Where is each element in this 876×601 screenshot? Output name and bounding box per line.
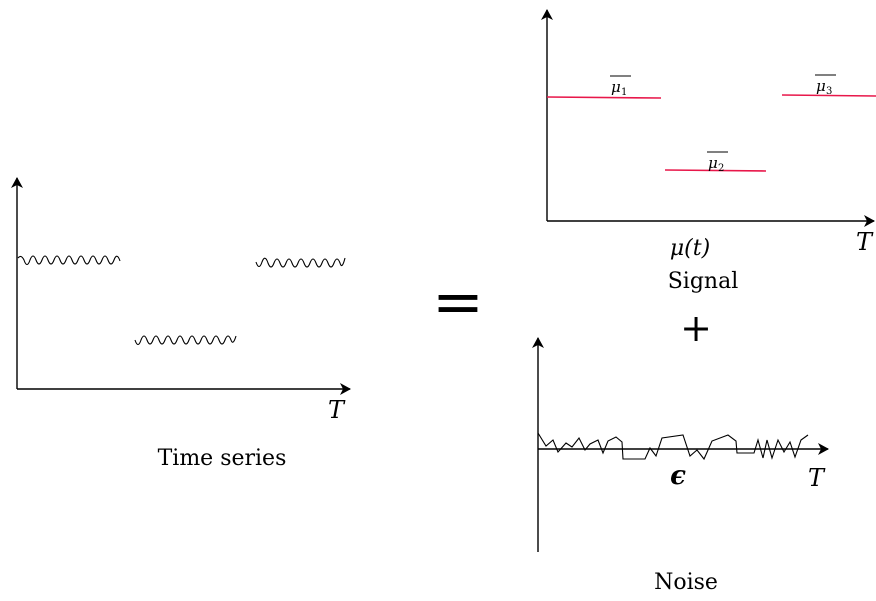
time-series-segment-1 [17, 255, 121, 266]
noise-axis-label: T [808, 464, 826, 492]
time-series-segment-2 [134, 335, 237, 346]
signal-axis-label: T [856, 228, 874, 256]
noise-trace [537, 432, 809, 461]
svg-text:μ: μ [816, 77, 826, 95]
svg-text:3: 3 [826, 86, 832, 97]
time-series-panel: T Time series [11, 177, 351, 471]
mean-level-1 [546, 96, 662, 99]
svg-text:1: 1 [621, 87, 627, 98]
mean-label-3: μ 3 [815, 74, 836, 97]
svg-text:μ: μ [708, 154, 718, 172]
noise-epsilon-label: ϵ [670, 461, 686, 491]
time-series-segment-3 [255, 257, 346, 268]
mean-level-2 [664, 169, 767, 172]
time-series-caption: Time series [158, 446, 287, 471]
noise-caption: Noise [654, 570, 718, 595]
equals-sign: = [432, 265, 484, 338]
time-series-axis-label: T [328, 396, 346, 424]
mean-level-3 [781, 94, 876, 97]
mean-label-1: μ 1 [610, 75, 631, 98]
noise-panel: ϵ T Noise [532, 337, 829, 595]
mean-label-2: μ 2 [707, 151, 728, 174]
svg-text:2: 2 [718, 163, 724, 174]
svg-text:μ: μ [611, 78, 621, 96]
signal-function-label: μ(t) [670, 236, 710, 261]
plus-sign: + [680, 306, 712, 350]
signal-caption: Signal [668, 269, 739, 294]
signal-panel: μ 1 μ 2 μ 3 T μ(t) Signal [541, 9, 876, 294]
